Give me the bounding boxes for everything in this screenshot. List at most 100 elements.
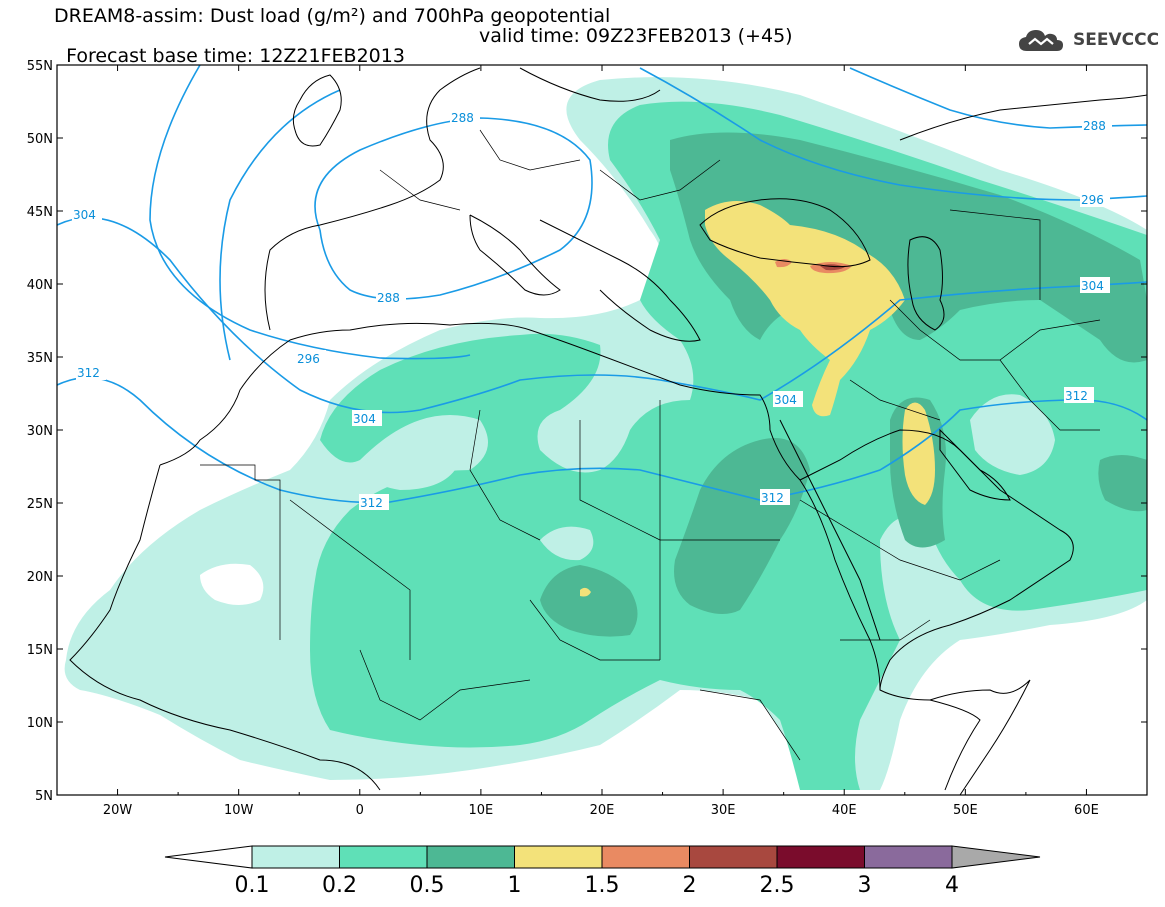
colorbar-label: 1.5 <box>585 873 620 898</box>
colorbar-swatch <box>251 845 340 869</box>
contour-label: 288 <box>451 111 474 125</box>
lat-tick-label: 20N <box>27 570 53 585</box>
contour-296-main <box>219 89 341 361</box>
lat-tick-label: 15N <box>27 643 53 658</box>
border <box>889 299 1101 361</box>
colorbar-min-arrow <box>164 845 253 869</box>
lon-tick-label: 10E <box>469 803 494 818</box>
lon-tick-label: 0 <box>356 803 364 818</box>
dust-level-0.5 <box>674 438 810 614</box>
colorbar-label: 2.5 <box>760 873 795 898</box>
dust-level-1 <box>705 201 905 417</box>
border <box>840 619 931 641</box>
border <box>949 209 1041 300</box>
seevccc-logo: SEEVCCC <box>1017 25 1159 55</box>
contour-label: 312 <box>360 496 383 510</box>
coast-uk <box>292 74 342 147</box>
coast-horn <box>929 679 1031 795</box>
lon-tick-label: 50E <box>953 803 978 818</box>
coast-balkans <box>539 219 701 342</box>
border <box>799 499 1001 581</box>
contour-288-west <box>314 117 593 300</box>
colorbar-swatch <box>776 845 865 869</box>
coast-red-sea <box>779 419 881 641</box>
coastlines <box>69 67 1147 795</box>
lat-tick-label: 5N <box>35 789 53 804</box>
border <box>289 499 411 660</box>
lon-tick-label: 10W <box>224 803 254 818</box>
lat-tick-label: 45N <box>27 205 53 220</box>
border <box>379 169 461 211</box>
country-borders <box>200 129 1101 761</box>
logo-text: SEEVCCC <box>1073 30 1160 50</box>
lon-tick-label: 40E <box>832 803 857 818</box>
border <box>469 409 541 541</box>
colorbar-swatch <box>339 845 428 869</box>
latitude-axis: 5N 10N 15N 20N 25N 30N 35N 40N 45N 50N 55N <box>27 59 1147 804</box>
contour-label: 296 <box>297 352 320 366</box>
longitude-axis: 20W 10W 0 10E 20E 30E 40E 50E 60E <box>56 65 1148 818</box>
colorbar-swatch <box>601 845 690 869</box>
colorbar-max-arrow <box>951 845 1041 869</box>
colorbar-label: 1 <box>508 873 522 898</box>
lat-tick-label: 30N <box>27 424 53 439</box>
coast-caspian <box>907 236 945 331</box>
border <box>579 420 661 660</box>
cloud-icon <box>1019 30 1063 51</box>
contour-label: 312 <box>761 491 784 505</box>
contour-label: 312 <box>1065 389 1088 403</box>
coast-north-russia <box>899 94 1147 141</box>
colorbar-swatch <box>514 845 603 869</box>
border <box>999 359 1100 431</box>
coast-italy <box>469 214 561 296</box>
dust-hole <box>540 526 594 561</box>
contour-304 <box>57 216 1147 414</box>
dust-level-0.5 <box>540 565 638 637</box>
colorbar-label: 3 <box>858 873 872 898</box>
lon-tick-label: 60E <box>1074 803 1099 818</box>
contour-label: 288 <box>377 291 400 305</box>
lon-tick-label: 20E <box>590 803 615 818</box>
lat-tick-label: 25N <box>27 497 53 512</box>
colorbar: 0.1 0.2 0.5 1 1.5 2 2.5 3 4 <box>164 845 1041 898</box>
lat-tick-label: 35N <box>27 351 53 366</box>
border <box>200 464 281 640</box>
border <box>599 159 721 201</box>
border <box>659 400 780 541</box>
border <box>529 599 660 661</box>
colorbar-label: 4 <box>945 873 959 898</box>
map-title: DREAM8-assim: Dust load (g/m²) and 700hP… <box>54 5 611 27</box>
colorbar-label: 0.2 <box>322 873 357 898</box>
colorbar-label: 2 <box>683 873 697 898</box>
forecast-time-line: Forecast base time: 12Z21FEB2013 valid t… <box>54 26 792 86</box>
contour-label: 304 <box>73 208 96 222</box>
coast-arabia <box>799 429 1074 691</box>
border <box>479 129 581 171</box>
lat-tick-label: 40N <box>27 278 53 293</box>
colorbar-swatch <box>689 845 778 869</box>
colorbar-swatch <box>426 845 515 869</box>
lat-tick-label: 55N <box>27 59 53 74</box>
dust-gap <box>200 563 264 605</box>
lat-tick-label: 10N <box>27 716 53 731</box>
lat-tick-label: 50N <box>27 132 53 147</box>
contour-label: 288 <box>1083 119 1106 133</box>
coast-persian-gulf <box>939 428 1011 501</box>
contour-312 <box>57 377 1147 504</box>
colorbar-swatch <box>864 845 953 869</box>
forecast-base-time: Forecast base time: 12Z21FEB2013 <box>66 45 405 67</box>
border <box>359 649 531 721</box>
contour-label: 296 <box>1081 193 1104 207</box>
lon-tick-label: 20W <box>103 803 133 818</box>
dust-fields <box>64 77 1147 790</box>
colorbar-label: 0.5 <box>410 873 445 898</box>
contour-label: 312 <box>77 366 100 380</box>
coast-black-sea <box>699 198 871 268</box>
coast-europe <box>264 67 481 331</box>
colorbar-label: 0.1 <box>235 873 270 898</box>
coast-scandinavia <box>519 67 661 102</box>
contour-labels: 288 288 288 296 296 304 304 304 304 312 … <box>72 109 1112 510</box>
border <box>699 689 801 761</box>
dust-hole <box>970 394 1055 475</box>
